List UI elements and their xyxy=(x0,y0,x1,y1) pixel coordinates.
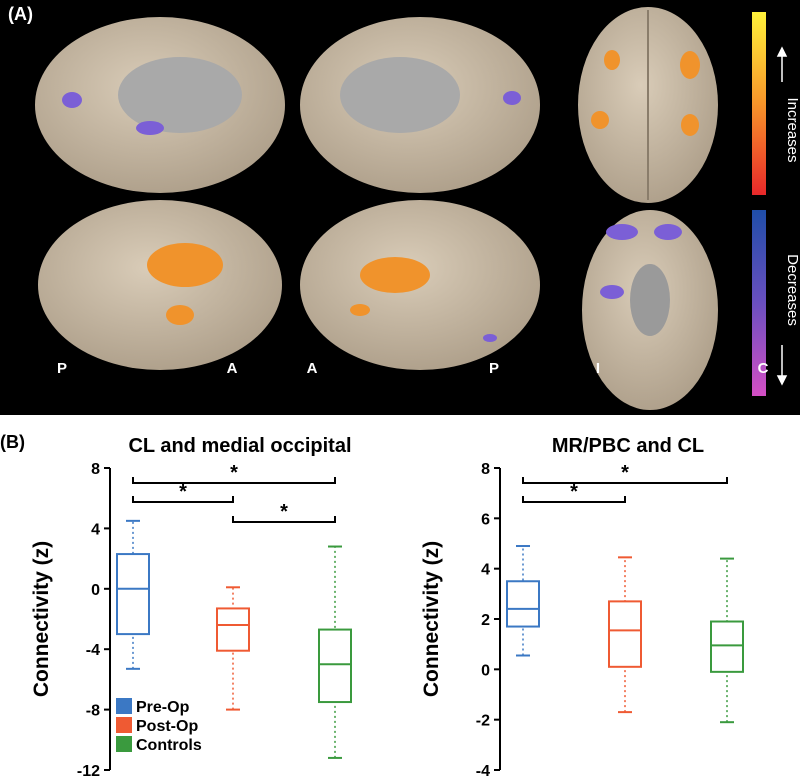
y-tick-label: 0 xyxy=(481,662,490,679)
box xyxy=(710,620,744,673)
orientation-label: A xyxy=(227,360,238,377)
orientation-label: I xyxy=(596,360,600,377)
panel-label: (B) xyxy=(0,432,25,452)
significance-bracket xyxy=(232,516,336,523)
y-tick-label: 8 xyxy=(91,461,100,478)
box xyxy=(608,600,642,668)
y-axis-label: Connectivity (z) xyxy=(420,541,443,697)
significance-label: * xyxy=(280,501,288,523)
panel-label: (A) xyxy=(8,4,33,24)
colorbar-arrows xyxy=(776,46,788,386)
colorbar-decreases xyxy=(752,210,766,396)
significance-label: * xyxy=(570,481,578,503)
y-tick-label: -8 xyxy=(86,703,100,720)
y-tick-label: 0 xyxy=(91,582,100,599)
orientation-label: P xyxy=(57,360,67,377)
y-tick-label: -2 xyxy=(476,713,490,730)
colorbar-increases xyxy=(752,12,766,195)
colorbar-label: Increases xyxy=(784,97,800,162)
significance-bracket xyxy=(522,477,728,484)
box xyxy=(318,628,352,704)
significance-label: * xyxy=(230,462,238,484)
y-axis-label: Connectivity (z) xyxy=(30,541,53,697)
legend-swatch xyxy=(116,698,132,714)
y-tick-label: 4 xyxy=(91,521,100,538)
significance-bracket xyxy=(132,477,336,484)
y-tick-label: -12 xyxy=(77,763,100,778)
significance-bracket xyxy=(522,496,626,503)
box xyxy=(116,553,150,636)
y-tick-label: 2 xyxy=(481,612,490,629)
colorbar-label: Decreases xyxy=(784,254,800,326)
legend-label: Post-Op xyxy=(136,718,198,735)
y-tick-label: -4 xyxy=(86,642,100,659)
significance-label: * xyxy=(621,462,629,484)
y-tick-label: -4 xyxy=(476,763,490,778)
legend-label: Pre-Op xyxy=(136,699,190,716)
legend-swatch xyxy=(116,717,132,733)
orientation-label: P xyxy=(489,360,499,377)
y-tick-label: 8 xyxy=(481,461,490,478)
box xyxy=(506,580,540,628)
box xyxy=(216,607,250,652)
orientation-label: A xyxy=(307,360,318,377)
legend-swatch xyxy=(116,736,132,752)
legend-label: Controls xyxy=(136,737,202,754)
chart-title: MR/PBC and CL xyxy=(552,435,704,457)
significance-bracket xyxy=(132,496,234,503)
orientation-label: C xyxy=(758,360,769,377)
y-tick-label: 6 xyxy=(481,511,490,528)
chart-title: CL and medial occipital xyxy=(128,435,351,457)
y-tick-label: 4 xyxy=(481,562,490,579)
brain-images xyxy=(35,7,718,410)
significance-label: * xyxy=(179,481,187,503)
